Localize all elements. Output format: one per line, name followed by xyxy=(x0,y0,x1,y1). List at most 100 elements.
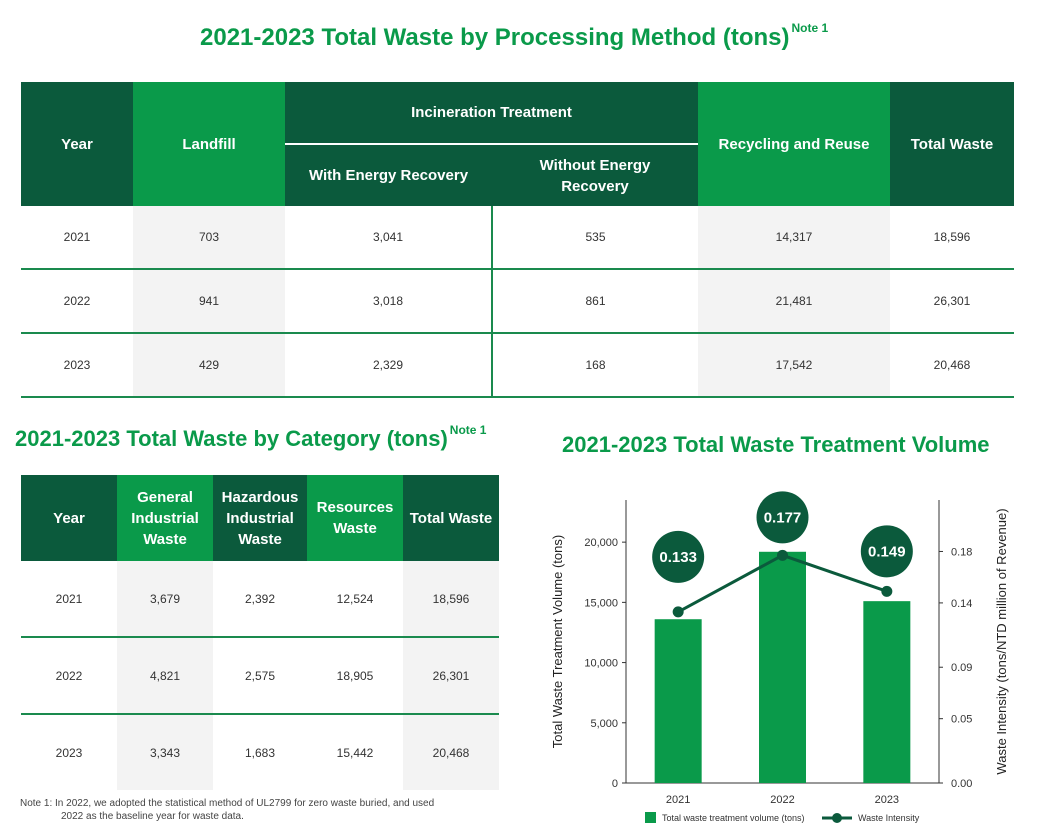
table-row: 2023 3,343 1,683 15,442 20,468 xyxy=(21,714,499,790)
t1-cell-recycling: 21,481 xyxy=(698,269,890,334)
t1-cell-landfill: 703 xyxy=(133,206,285,270)
t2-cell-resources: 15,442 xyxy=(336,745,374,760)
title-category-text: 2021-2023 Total Waste by Category (tons) xyxy=(15,426,448,451)
t1-cell-without-energy: 168 xyxy=(491,333,698,398)
title-processing-method-text: 2021-2023 Total Waste by Processing Meth… xyxy=(200,24,790,51)
data-label-bubble xyxy=(652,530,705,583)
right-tick-label: 0.14 xyxy=(951,598,972,610)
t1-header-landfill: Landfill xyxy=(133,82,285,206)
t2-cell-general: 4,821 xyxy=(117,637,213,715)
t2-cell-year: 2022 xyxy=(21,637,117,715)
t1-cell-landfill: 941 xyxy=(133,269,285,334)
legend-bar-label: Total waste treatment volume (tons) xyxy=(662,813,805,823)
t1-cell-year: 2023 xyxy=(21,333,133,398)
t2-cell-resources: 18,905 xyxy=(307,637,403,715)
t1-cell-with-energy: 3,018 xyxy=(285,269,492,334)
t2-cell-year: 2021 xyxy=(21,561,117,638)
footnote: Note 1: In 2022, we adopted the statisti… xyxy=(20,797,434,823)
left-tick-label: 15,000 xyxy=(584,597,618,609)
t2-cell-general: 3,343 xyxy=(117,714,213,790)
table-row: 2022 4,821 2,575 18,905 26,301 xyxy=(21,637,499,715)
t2-header-total: Total Waste xyxy=(403,475,499,561)
x-tick-label: 2021 xyxy=(666,794,690,806)
t1-cell-total: 26,301 xyxy=(890,269,1014,334)
legend-line-label: Waste Intensity xyxy=(858,813,920,823)
intensity-point xyxy=(672,606,684,618)
bar xyxy=(863,601,911,783)
data-label-bubble xyxy=(860,525,913,578)
t1-cell-with-energy: 2,329 xyxy=(285,333,492,398)
t2-cell-general: 3,679 xyxy=(117,561,213,638)
t1-header-without-energy: Without Energy Recovery xyxy=(492,143,698,206)
t1-header-incineration: Incineration Treatment xyxy=(285,82,698,144)
t1-cell-recycling: 17,542 xyxy=(698,333,890,398)
t2-header-year: Year xyxy=(21,475,117,561)
x-tick-label: 2023 xyxy=(875,794,899,806)
chart-legend: Total waste treatment volume (tons) Waste… xyxy=(645,812,920,823)
left-tick-label: 10,000 xyxy=(584,658,618,670)
chart-labels: 0.133 0.177 0.149 xyxy=(652,491,913,583)
t2-header-resources: Resources Waste xyxy=(307,475,403,561)
t2-cell-hazardous: 1,683 xyxy=(244,745,276,760)
t1-cell-landfill: 429 xyxy=(133,333,285,398)
processing-method-table: Year Landfill Incineration Treatment Rec… xyxy=(21,82,1014,398)
left-tick-label: 5,000 xyxy=(590,718,618,730)
bar xyxy=(759,551,806,783)
intensity-point xyxy=(777,549,788,561)
t1-cell-total: 18,596 xyxy=(890,206,1014,270)
t1-cell-with-energy: 3,041 xyxy=(285,206,492,270)
category-table: Year General Industrial Waste Hazardous … xyxy=(21,475,499,790)
right-tick-label: 0.09 xyxy=(951,662,972,674)
y-axis-label-right: Waste Intensity (tons/NTD million of Rev… xyxy=(994,508,1009,774)
t1-header-recycling: Recycling and Reuse xyxy=(698,82,890,206)
table-row: 2023 429 2,329 168 17,542 20,468 xyxy=(21,333,1014,398)
right-tick-label: 0.05 xyxy=(951,714,972,726)
t1-header-year: Year xyxy=(21,82,133,206)
t1-cell-without-energy: 535 xyxy=(491,206,698,270)
x-tick-label: 2022 xyxy=(770,794,794,806)
right-tick-label: 0.18 xyxy=(951,546,972,558)
footnote-line-1: Note 1: In 2022, we adopted the statisti… xyxy=(20,798,435,809)
treatment-volume-chart: 0 5,000 10,000 15,000 20,000 0.00 0.05 0.09 0.14… xyxy=(550,491,1009,823)
title-processing-method-note: Note 1 xyxy=(791,21,829,35)
data-label-bubble xyxy=(756,491,809,544)
t1-header-total: Total Waste xyxy=(890,82,1014,206)
left-tick-label: 20,000 xyxy=(584,537,618,549)
t2-header-general: General Industrial Waste xyxy=(117,475,213,561)
table-row: 2021 703 3,041 535 14,317 18,596 xyxy=(21,206,1014,270)
t2-cell-total: 18,596 xyxy=(403,561,499,638)
footnote-line-2: 2022 as the baseline year for waste data… xyxy=(61,811,244,822)
table-row: 2022 941 3,018 861 21,481 26,301 xyxy=(21,269,1014,334)
t2-cell-hazardous: 2,392 xyxy=(213,561,307,638)
title-treatment-volume: 2021-2023 Total Waste Treatment Volume xyxy=(562,432,990,457)
chart-bars xyxy=(654,551,911,783)
title-category: 2021-2023 Total Waste by Category (tons)… xyxy=(15,422,487,452)
data-label: 0.177 xyxy=(764,509,802,526)
bar xyxy=(654,619,702,783)
right-tick-label: 0.00 xyxy=(951,778,972,790)
intensity-point xyxy=(881,585,893,597)
t1-cell-year: 2022 xyxy=(21,269,133,334)
chart-line xyxy=(672,549,893,618)
title-category-note: Note 1 xyxy=(449,422,487,437)
legend-line-marker xyxy=(832,813,842,823)
table-row: 2021 3,679 2,392 12,524 18,596 xyxy=(21,561,499,638)
data-label: 0.149 xyxy=(868,543,906,560)
t2-cell-year: 2023 xyxy=(55,745,83,760)
t2-header-hazardous: Hazardous Industrial Waste xyxy=(213,475,307,561)
chart-axes: 0 5,000 10,000 15,000 20,000 0.00 0.05 0.09 0.14… xyxy=(550,500,1009,806)
left-tick-label: 0 xyxy=(612,778,618,790)
t1-cell-total: 20,468 xyxy=(890,333,1014,398)
t2-cell-total: 26,301 xyxy=(403,637,499,715)
legend-bar-swatch xyxy=(645,812,656,823)
t1-cell-without-energy: 861 xyxy=(491,269,698,334)
t1-cell-recycling: 14,317 xyxy=(698,206,890,270)
t1-header-with-energy: With Energy Recovery xyxy=(285,143,492,206)
data-label: 0.133 xyxy=(659,549,697,566)
t2-cell-hazardous: 2,575 xyxy=(213,637,307,715)
t2-cell-resources: 12,524 xyxy=(307,561,403,638)
title-processing-method: 2021-2023 Total Waste by Processing Meth… xyxy=(200,21,829,52)
t1-cell-year: 2021 xyxy=(21,206,133,270)
t2-cell-total: 20,468 xyxy=(403,714,499,790)
y-axis-label: Total Waste Treatment Volume (tons) xyxy=(550,535,565,748)
